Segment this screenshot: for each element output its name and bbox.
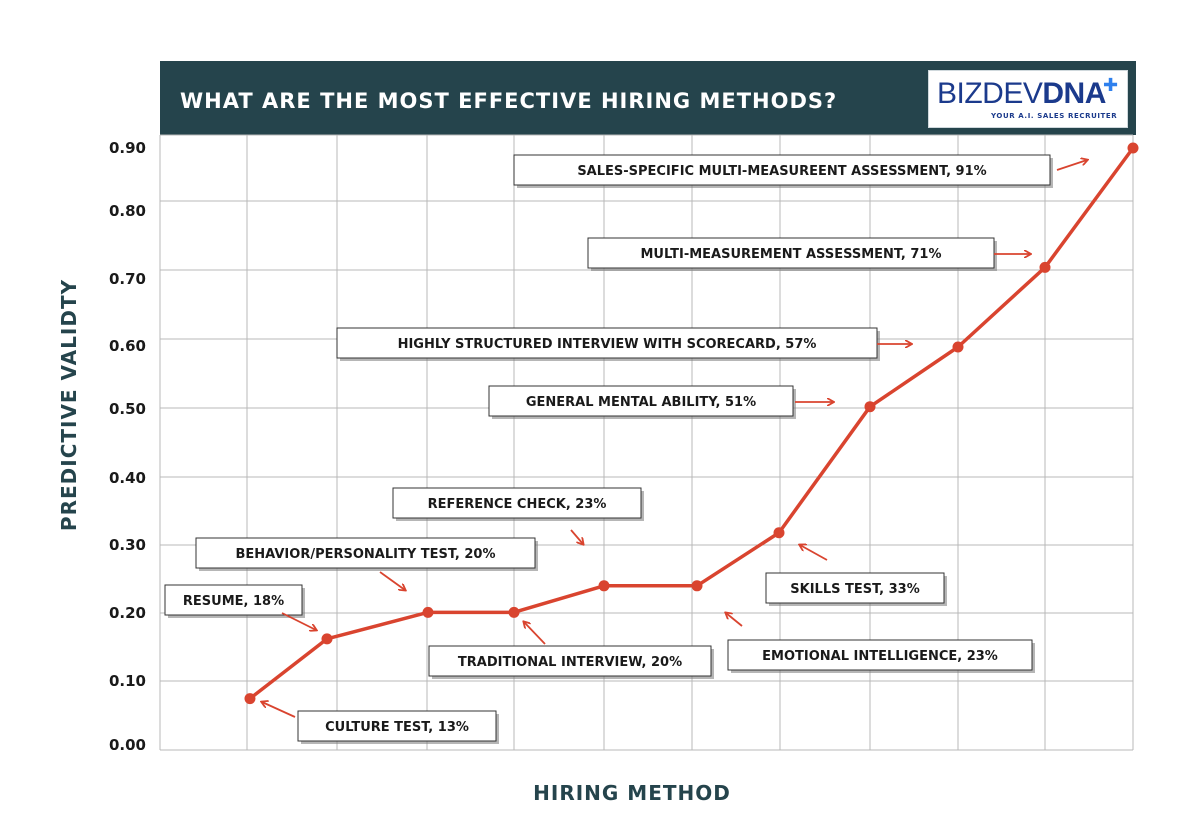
callout-box xyxy=(164,584,303,616)
chart-title: WHAT ARE THE MOST EFFECTIVE HIRING METHO… xyxy=(180,89,838,113)
callout-label: CULTURE TEST, 13% xyxy=(325,720,469,735)
callout-label: EMOTIONAL INTELLIGENCE, 23% xyxy=(762,649,998,664)
callout: EMOTIONAL INTELLIGENCE, 23% xyxy=(726,613,1035,673)
callout-arrow xyxy=(281,612,316,630)
logo-tagline: YOUR A.I. SALES RECRUITER xyxy=(991,112,1118,120)
callout-box xyxy=(428,645,712,677)
y-tick-label: 0.90 xyxy=(109,139,146,157)
callout: REFERENCE CHECK, 23% xyxy=(392,487,644,544)
data-point xyxy=(422,606,434,618)
callout-box xyxy=(488,385,794,417)
logo-plus-icon: ✚ xyxy=(1103,75,1119,96)
bizdevdna-logo: BIZDEVDNA ✚ YOUR A.I. SALES RECRUITER xyxy=(928,70,1128,128)
y-tick-label: 0.20 xyxy=(109,604,146,622)
data-point xyxy=(1039,261,1051,273)
callout-box xyxy=(195,537,536,569)
callout-arrow xyxy=(800,545,828,561)
callout-box xyxy=(297,710,497,742)
callout-label: GENERAL MENTAL ABILITY, 51% xyxy=(526,395,756,410)
callout-box xyxy=(392,487,642,519)
callout-arrow xyxy=(262,702,296,718)
y-tick-label: 0.80 xyxy=(109,202,146,220)
callout-box xyxy=(727,639,1033,671)
data-point xyxy=(244,693,256,705)
callout-label: MULTI-MEASUREMENT ASSESSMENT, 71% xyxy=(640,247,941,262)
data-point xyxy=(864,401,876,413)
data-point xyxy=(598,580,610,592)
callout-label: BEHAVIOR/PERSONALITY TEST, 20% xyxy=(236,547,496,562)
callout-label: SALES-SPECIFIC MULTI-MEASUREENT ASSESSME… xyxy=(577,164,986,179)
y-tick-label: 0.40 xyxy=(109,469,146,487)
y-tick-label: 0.50 xyxy=(109,400,146,418)
y-tick-label: 0.70 xyxy=(109,270,146,288)
data-point xyxy=(321,633,333,645)
callout: BEHAVIOR/PERSONALITY TEST, 20% xyxy=(195,537,538,590)
callout-label: RESUME, 18% xyxy=(183,594,284,609)
callout: GENERAL MENTAL ABILITY, 51% xyxy=(488,385,833,419)
callout-box xyxy=(765,572,945,604)
callout: MULTI-MEASUREMENT ASSESSMENT, 71% xyxy=(587,237,1030,271)
callout-box xyxy=(513,154,1051,186)
data-point xyxy=(1127,142,1139,154)
data-point xyxy=(508,606,520,618)
callout-arrow xyxy=(1056,160,1087,171)
x-axis-label: HIRING METHOD xyxy=(533,781,731,805)
callout: SALES-SPECIFIC MULTI-MEASUREENT ASSESSME… xyxy=(513,154,1087,188)
data-point xyxy=(773,527,785,539)
data-series xyxy=(244,142,1139,705)
callout-arrow xyxy=(524,622,546,645)
data-point xyxy=(952,341,964,353)
callout-arrow xyxy=(726,613,743,627)
y-axis-ticks: 0.00 0.10 0.20 0.30 0.40 0.50 0.60 0.70 0.80 0.90 xyxy=(109,139,146,754)
callout-label: REFERENCE CHECK, 23% xyxy=(428,497,607,512)
y-tick-label: 0.60 xyxy=(109,337,146,355)
callout: SKILLS TEST, 33% xyxy=(765,545,947,606)
callout: CULTURE TEST, 13% xyxy=(262,702,499,744)
callout-label: TRADITIONAL INTERVIEW, 20% xyxy=(458,655,682,670)
callout-arrow xyxy=(379,571,405,590)
callout: HIGHLY STRUCTURED INTERVIEW WITH SCORECA… xyxy=(336,327,911,361)
callout-arrow xyxy=(570,529,583,544)
callout: TRADITIONAL INTERVIEW, 20% xyxy=(428,622,714,679)
y-axis-label: PREDICTIVE VALIDTY xyxy=(57,278,81,532)
annotations: CULTURE TEST, 13% RESUME, 18% BEHAVIOR/PER… xyxy=(164,154,1087,744)
callout: RESUME, 18% xyxy=(164,584,316,630)
callout-box xyxy=(587,237,995,269)
logo-wordmark: BIZDEVDNA xyxy=(937,77,1106,110)
callout-label: SKILLS TEST, 33% xyxy=(790,582,919,597)
y-tick-label: 0.00 xyxy=(109,736,146,754)
y-tick-label: 0.10 xyxy=(109,672,146,690)
data-point xyxy=(691,580,703,592)
y-tick-label: 0.30 xyxy=(109,536,146,554)
title-banner: WHAT ARE THE MOST EFFECTIVE HIRING METHO… xyxy=(160,61,1136,135)
callout-box xyxy=(336,327,878,359)
callout-label: HIGHLY STRUCTURED INTERVIEW WITH SCORECA… xyxy=(398,337,817,352)
